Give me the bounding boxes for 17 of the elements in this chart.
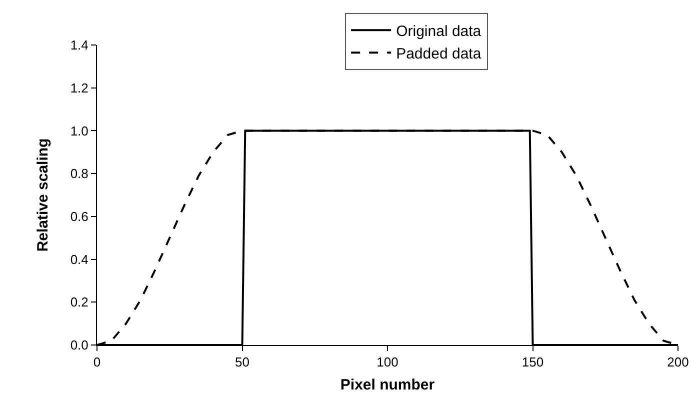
x-tick-label: 50: [235, 354, 250, 370]
legend-label: Original data: [396, 23, 482, 40]
y-tick-label: 0.6: [70, 208, 88, 224]
y-tick-label: 0.8: [70, 166, 88, 182]
y-tick-label: 1.4: [70, 38, 88, 53]
x-tick-label: 0: [93, 354, 101, 370]
y-tick-label: 0.0: [70, 338, 88, 353]
x-tick-label: 100: [376, 354, 398, 370]
x-tick-label: 200: [667, 354, 689, 370]
y-tick-label: 0.2: [70, 294, 88, 310]
y-tick-label: 1.2: [70, 80, 88, 96]
x-tick-label: 150: [522, 354, 544, 370]
y-tick-label: 1.0: [70, 123, 88, 138]
y-tick-label: 0.4: [70, 252, 88, 267]
legend-label: Padded data: [396, 46, 482, 62]
y-axis-title: Relative scaling: [34, 138, 52, 252]
x-axis-title: Pixel number: [340, 376, 435, 394]
